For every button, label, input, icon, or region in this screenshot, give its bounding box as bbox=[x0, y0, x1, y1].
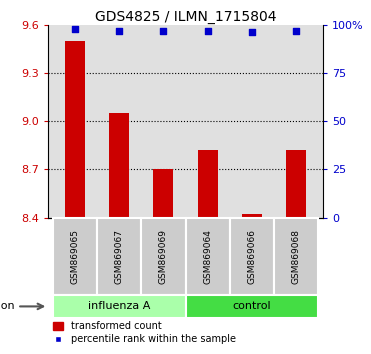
Text: GSM869066: GSM869066 bbox=[247, 229, 256, 284]
Bar bbox=[186, 218, 230, 295]
Point bbox=[205, 28, 211, 33]
Point bbox=[160, 28, 166, 33]
Bar bbox=[153, 170, 173, 218]
Point bbox=[72, 26, 78, 32]
Bar bbox=[242, 215, 262, 218]
Text: control: control bbox=[233, 301, 271, 312]
Text: influenza A: influenza A bbox=[88, 301, 150, 312]
Bar bbox=[274, 218, 318, 295]
Text: infection: infection bbox=[0, 301, 15, 312]
Bar bbox=[286, 150, 306, 218]
Text: GSM869064: GSM869064 bbox=[203, 229, 212, 284]
Bar bbox=[65, 41, 85, 218]
Bar bbox=[230, 218, 274, 295]
Text: GSM869068: GSM869068 bbox=[292, 229, 301, 284]
Bar bbox=[53, 295, 185, 318]
Point bbox=[293, 28, 299, 33]
Point bbox=[249, 30, 255, 35]
Text: GSM869065: GSM869065 bbox=[70, 229, 79, 284]
Bar bbox=[186, 295, 318, 318]
Bar bbox=[198, 150, 218, 218]
Legend: transformed count, percentile rank within the sample: transformed count, percentile rank withi… bbox=[53, 321, 236, 344]
Title: GDS4825 / ILMN_1715804: GDS4825 / ILMN_1715804 bbox=[95, 10, 276, 24]
Bar bbox=[109, 113, 129, 218]
Text: GSM869069: GSM869069 bbox=[159, 229, 168, 284]
Point bbox=[116, 28, 122, 33]
Bar bbox=[53, 218, 97, 295]
Bar bbox=[141, 218, 186, 295]
Bar bbox=[97, 218, 141, 295]
Text: GSM869067: GSM869067 bbox=[115, 229, 124, 284]
